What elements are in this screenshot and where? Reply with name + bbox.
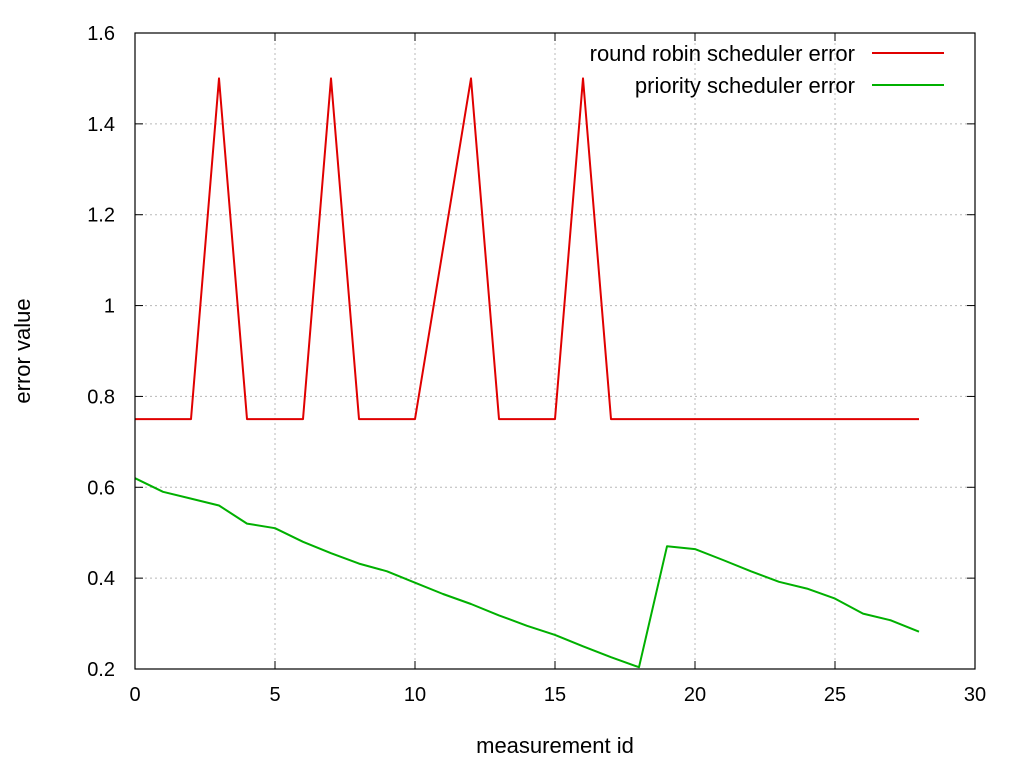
x-axis-label: measurement id — [476, 733, 634, 758]
y-tick-label: 1 — [104, 296, 115, 318]
plot-frame — [134, 32, 976, 670]
x-tick-label: 20 — [684, 684, 706, 706]
legend: round robin scheduler error priority sche… — [590, 41, 944, 98]
y-tick-label: 1.6 — [87, 23, 115, 45]
x-tick-label: 0 — [129, 684, 140, 706]
y-axis-label: error value — [10, 298, 35, 403]
y-tick-label: 0.6 — [87, 477, 115, 499]
x-tick-label: 25 — [824, 684, 846, 706]
x-tick-label: 15 — [544, 684, 566, 706]
legend-label-1: round robin scheduler error — [590, 41, 855, 66]
series-line-2 — [134, 477, 920, 669]
y-tick-label: 0.2 — [87, 659, 115, 681]
axis-ticks: 0 5 10 15 20 25 30 0.2 0.4 0.6 0.8 1 1.2 1.4 1.6 — [87, 23, 986, 706]
y-tick-label: 0.8 — [87, 386, 115, 408]
series-line-1 — [135, 77, 919, 421]
y-tick-label: 0.4 — [87, 568, 115, 590]
y-tick-label: 1.4 — [87, 114, 115, 136]
x-tick-label: 30 — [964, 684, 986, 706]
x-tick-label: 5 — [269, 684, 280, 706]
series-lines — [134, 77, 920, 669]
grid — [135, 33, 975, 669]
y-tick-label: 1.2 — [87, 205, 115, 227]
x-tick-label: 10 — [404, 684, 426, 706]
legend-label-2: priority scheduler error — [635, 73, 855, 98]
